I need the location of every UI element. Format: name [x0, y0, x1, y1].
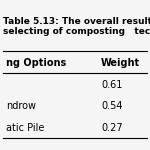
Text: Table 5.13: The overall results for the: Table 5.13: The overall results for the — [3, 17, 150, 26]
Text: 0.54: 0.54 — [101, 101, 122, 111]
Text: 0.61: 0.61 — [101, 80, 122, 90]
Text: ndrow: ndrow — [6, 101, 36, 111]
Text: atic Pile: atic Pile — [6, 123, 44, 133]
Text: Weight: Weight — [101, 58, 140, 68]
Text: 0.27: 0.27 — [101, 123, 123, 133]
Text: ng Options: ng Options — [6, 58, 66, 68]
Text: selecting of composting   techno: selecting of composting techno — [3, 27, 150, 36]
